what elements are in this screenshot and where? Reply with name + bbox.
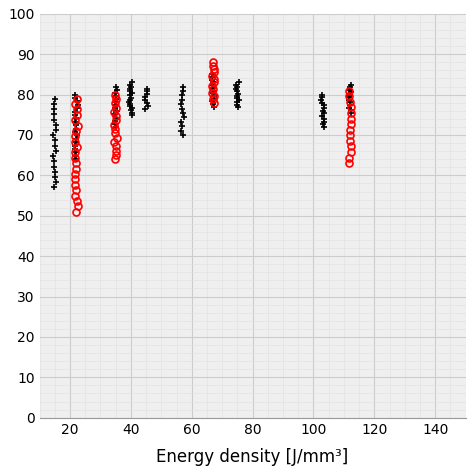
X-axis label: Energy density [J/mm³]: Energy density [J/mm³] — [156, 447, 349, 465]
